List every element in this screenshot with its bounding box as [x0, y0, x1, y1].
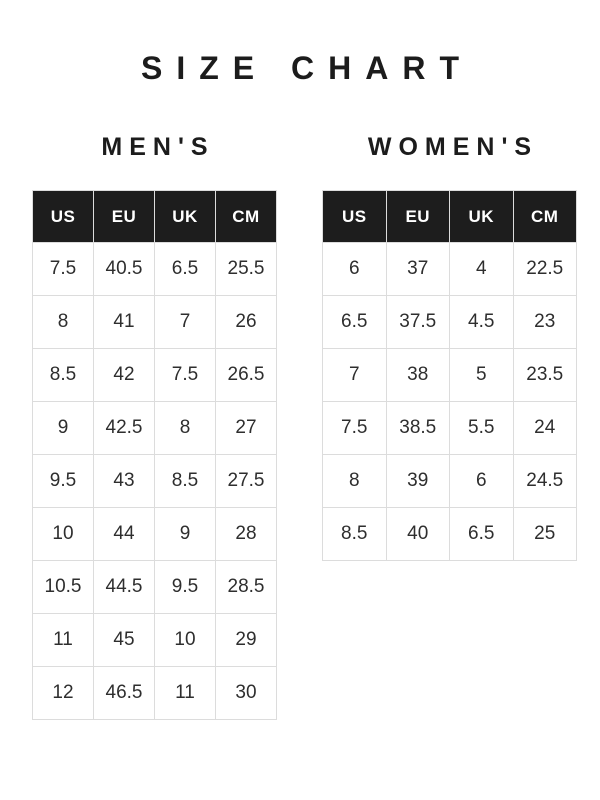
table-row: 8.5 40 6.5 25 — [322, 507, 577, 561]
size-cell: 40.5 — [93, 242, 155, 296]
table-row: 8 41 7 26 — [32, 295, 277, 349]
size-cell: 12 — [32, 666, 94, 720]
column-header-uk: UK — [449, 190, 514, 243]
column-header-cm: CM — [215, 190, 277, 243]
table-row: 7 38 5 23.5 — [322, 348, 577, 402]
size-cell: 6 — [322, 242, 387, 296]
table-row: 9.5 43 8.5 27.5 — [32, 454, 277, 508]
size-cell: 38.5 — [385, 401, 450, 455]
size-cell: 10.5 — [32, 560, 94, 614]
mens-section: MEN'S US EU UK CM 7.5 40.5 6.5 25.5 8 41 7 26 8.5 42 7… — [32, 133, 277, 720]
size-cell: 4.5 — [449, 295, 514, 349]
womens-section-title: WOMEN'S — [367, 133, 539, 161]
size-cell: 37 — [385, 242, 450, 296]
table-body: 6 37 4 22.5 6.5 37.5 4.5 23 7 38 5 23.5 7.5 38.5 5.5 24… — [322, 242, 577, 561]
size-cell: 8.5 — [154, 454, 216, 508]
size-cell: 6.5 — [322, 295, 387, 349]
table-row: 9 42.5 8 27 — [32, 401, 277, 455]
table-row: 8 39 6 24.5 — [322, 454, 577, 508]
tables-row: MEN'S US EU UK CM 7.5 40.5 6.5 25.5 8 41 7 26 8.5 42 7… — [32, 133, 600, 720]
size-cell: 46.5 — [93, 666, 155, 720]
size-cell: 38 — [385, 348, 450, 402]
size-cell: 6.5 — [449, 507, 514, 561]
size-cell: 7.5 — [322, 401, 387, 455]
size-cell: 8.5 — [322, 507, 387, 561]
size-cell: 5.5 — [449, 401, 514, 455]
size-cell: 4 — [449, 242, 514, 296]
size-cell: 40 — [385, 507, 450, 561]
size-cell: 26 — [215, 295, 277, 349]
size-cell: 29 — [215, 613, 277, 667]
size-cell: 24.5 — [512, 454, 577, 508]
size-cell: 37.5 — [385, 295, 450, 349]
column-header-us: US — [322, 190, 387, 243]
size-cell: 28.5 — [215, 560, 277, 614]
size-cell: 39 — [385, 454, 450, 508]
size-cell: 28 — [215, 507, 277, 561]
size-cell: 11 — [32, 613, 94, 667]
table-row: 10.5 44.5 9.5 28.5 — [32, 560, 277, 614]
size-cell: 45 — [93, 613, 155, 667]
size-cell: 5 — [449, 348, 514, 402]
size-cell: 23 — [512, 295, 577, 349]
size-cell: 42 — [93, 348, 155, 402]
column-header-uk: UK — [154, 190, 216, 243]
size-cell: 44.5 — [93, 560, 155, 614]
table-row: 6.5 37.5 4.5 23 — [322, 295, 577, 349]
size-cell: 23.5 — [512, 348, 577, 402]
table-body: 7.5 40.5 6.5 25.5 8 41 7 26 8.5 42 7.5 26.5 9 42.5 8 27… — [32, 242, 277, 720]
size-cell: 7 — [154, 295, 216, 349]
size-cell: 9 — [154, 507, 216, 561]
table-row: 12 46.5 11 30 — [32, 666, 277, 720]
size-cell: 8 — [154, 401, 216, 455]
size-cell: 8.5 — [32, 348, 94, 402]
size-cell: 24 — [512, 401, 577, 455]
header-row: US EU UK CM — [32, 190, 277, 243]
size-cell: 8 — [32, 295, 94, 349]
table-row: 8.5 42 7.5 26.5 — [32, 348, 277, 402]
size-cell: 27 — [215, 401, 277, 455]
size-cell: 7.5 — [154, 348, 216, 402]
mens-size-table: US EU UK CM 7.5 40.5 6.5 25.5 8 41 7 26 8.5 42 7.5 26.5… — [32, 190, 277, 720]
size-cell: 44 — [93, 507, 155, 561]
column-header-eu: EU — [93, 190, 155, 243]
size-cell: 9.5 — [32, 454, 94, 508]
table-row: 10 44 9 28 — [32, 507, 277, 561]
table-header: US EU UK CM — [32, 190, 277, 243]
size-cell: 6 — [449, 454, 514, 508]
page-title: SIZE CHART — [141, 50, 473, 86]
table-header: US EU UK CM — [322, 190, 577, 243]
header-row: US EU UK CM — [322, 190, 577, 243]
size-cell: 26.5 — [215, 348, 277, 402]
column-header-us: US — [32, 190, 94, 243]
table-row: 6 37 4 22.5 — [322, 242, 577, 296]
size-cell: 11 — [154, 666, 216, 720]
size-cell: 8 — [322, 454, 387, 508]
size-cell: 42.5 — [93, 401, 155, 455]
table-row: 7.5 40.5 6.5 25.5 — [32, 242, 277, 296]
column-header-eu: EU — [385, 190, 450, 243]
size-cell: 30 — [215, 666, 277, 720]
table-row: 7.5 38.5 5.5 24 — [322, 401, 577, 455]
size-cell: 41 — [93, 295, 155, 349]
size-cell: 22.5 — [512, 242, 577, 296]
size-cell: 9.5 — [154, 560, 216, 614]
size-cell: 10 — [32, 507, 94, 561]
size-cell: 10 — [154, 613, 216, 667]
size-cell: 25 — [512, 507, 577, 561]
size-cell: 9 — [32, 401, 94, 455]
table-row: 11 45 10 29 — [32, 613, 277, 667]
size-cell: 6.5 — [154, 242, 216, 296]
size-cell: 25.5 — [215, 242, 277, 296]
size-cell: 7.5 — [32, 242, 94, 296]
mens-section-title: MEN'S — [101, 133, 215, 161]
column-header-cm: CM — [512, 190, 577, 243]
size-cell: 43 — [93, 454, 155, 508]
size-cell: 27.5 — [215, 454, 277, 508]
womens-size-table: US EU UK CM 6 37 4 22.5 6.5 37.5 4.5 23 7 38 5 23.5 7.5 3… — [322, 190, 577, 561]
womens-section: WOMEN'S US EU UK CM 6 37 4 22.5 6.5 37.5 4.5 23 7 38 5… — [322, 133, 577, 720]
size-cell: 7 — [322, 348, 387, 402]
